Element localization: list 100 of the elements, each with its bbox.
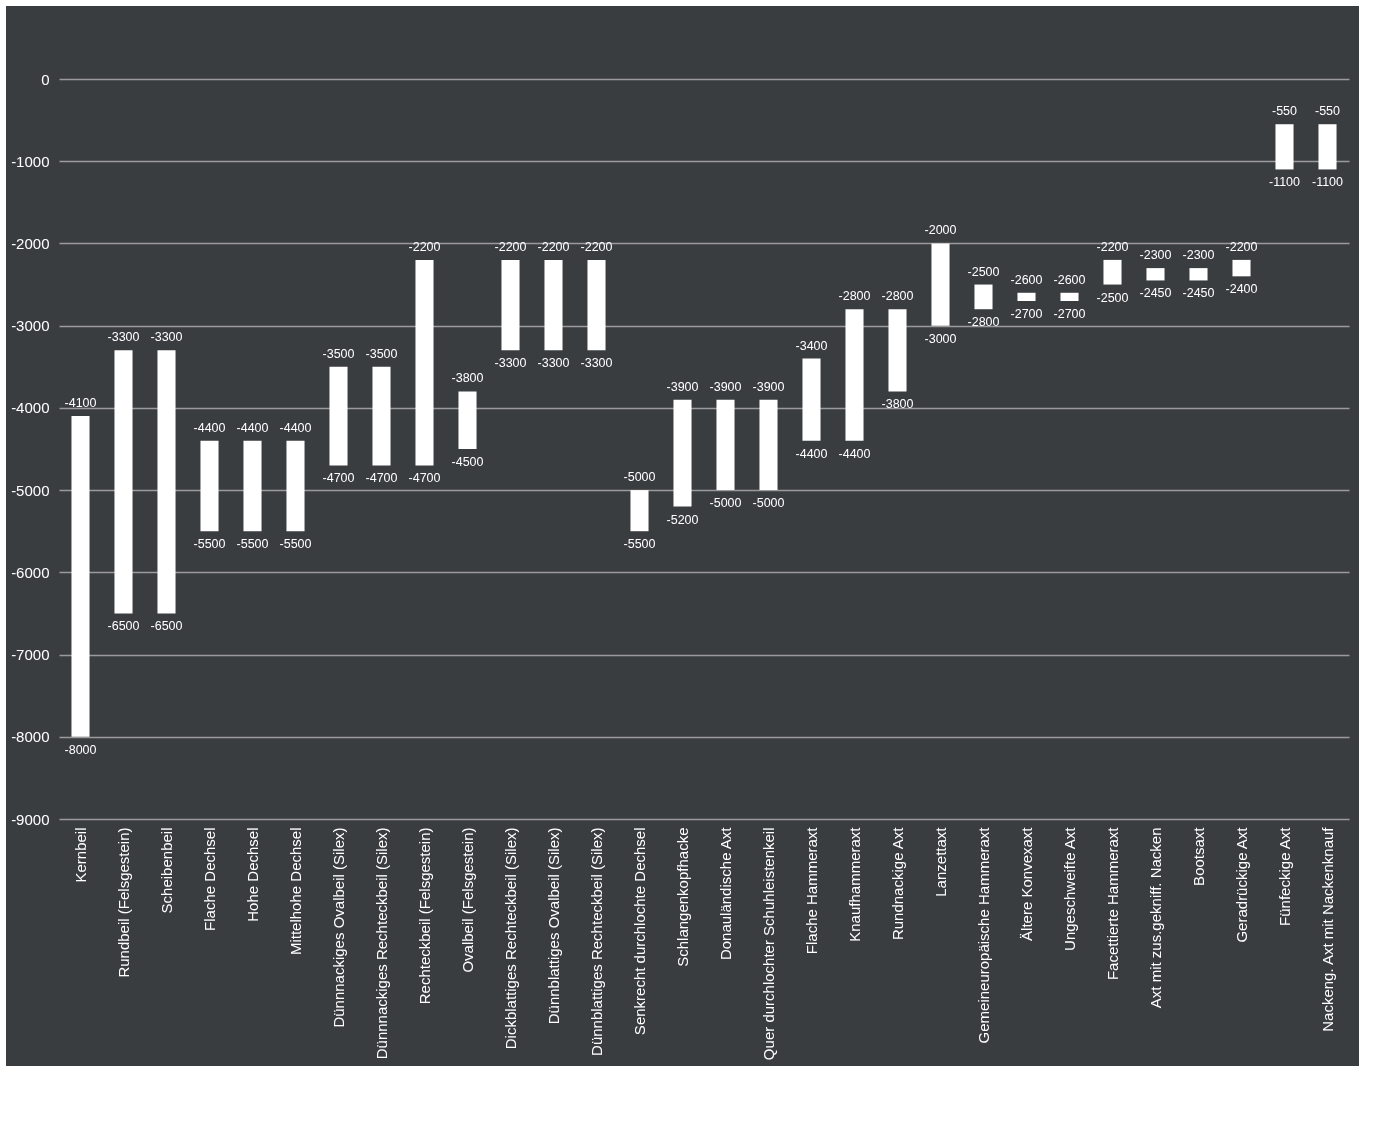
annotation: -3300 bbox=[537, 356, 570, 371]
annotation: -3500 bbox=[365, 346, 398, 361]
annotation: -2200 bbox=[1096, 239, 1129, 254]
y-tick-label: -1000 bbox=[11, 152, 50, 170]
x-tick-label: Facettierte Hammeraxt bbox=[1103, 826, 1121, 981]
annotation: -2500 bbox=[1096, 290, 1129, 305]
bar bbox=[587, 259, 606, 351]
x-tick-label: Lanzettaxt bbox=[931, 826, 949, 897]
annotation: -6500 bbox=[150, 619, 183, 634]
annotation: -3400 bbox=[795, 338, 828, 353]
bar bbox=[1189, 268, 1208, 281]
annotation: -3900 bbox=[709, 379, 742, 394]
annotation: -2200 bbox=[494, 239, 527, 254]
x-tick-label: Dünnblattiges Ovalbeil (Silex) bbox=[544, 827, 562, 1025]
annotation: -2800 bbox=[838, 289, 871, 304]
x-tick-label: Bootsaxt bbox=[1189, 826, 1207, 886]
annotation: -5000 bbox=[709, 496, 742, 511]
y-tick-label: -3000 bbox=[11, 317, 50, 335]
x-tick-label: Donauländische Axt bbox=[716, 826, 734, 961]
annotation: -4700 bbox=[322, 471, 355, 486]
bar bbox=[1275, 124, 1294, 170]
x-tick-label: Kernbeil bbox=[71, 827, 89, 883]
bar bbox=[974, 284, 993, 310]
annotation: -5200 bbox=[666, 512, 699, 527]
bar bbox=[1146, 268, 1165, 281]
x-tick-label: Dünnnackiges Ovalbeil (Silex) bbox=[329, 827, 347, 1028]
annotation: -2200 bbox=[537, 239, 570, 254]
annotation: -4400 bbox=[838, 446, 871, 461]
bar bbox=[71, 416, 90, 737]
x-tick-label: Gemeineuropäische Hammeraxt bbox=[974, 826, 992, 1044]
x-tick-label: Axt mit zus.gekniff. Nacken bbox=[1146, 827, 1164, 1009]
annotation: -550 bbox=[1271, 104, 1298, 119]
x-tick-label: Rundbeil (Felsgestein) bbox=[114, 827, 132, 978]
annotation: -5500 bbox=[279, 537, 312, 552]
annotation: -1100 bbox=[1311, 175, 1344, 190]
bar bbox=[716, 399, 735, 491]
annotation: -2800 bbox=[967, 315, 1000, 330]
annotation: -5000 bbox=[623, 470, 656, 485]
annotation: -2300 bbox=[1182, 248, 1215, 263]
bar bbox=[372, 366, 391, 466]
x-tick-label: Scheibenbeil bbox=[157, 827, 175, 914]
annotation: -2600 bbox=[1010, 272, 1043, 287]
annotation: -4500 bbox=[451, 455, 484, 469]
annotation: -8000 bbox=[64, 742, 97, 757]
annotation: -4400 bbox=[193, 420, 226, 435]
bar bbox=[1103, 259, 1122, 285]
bar bbox=[1017, 292, 1036, 301]
x-tick-label: Ovalbeil (Felsgestein) bbox=[458, 827, 476, 973]
x-tick-label: Hohe Dechsel bbox=[243, 827, 261, 922]
annotation: -5500 bbox=[623, 537, 656, 552]
annotation: -2200 bbox=[580, 239, 613, 254]
x-tick-label: Schlangenkopfhacke bbox=[673, 827, 691, 967]
annotation: -5500 bbox=[193, 537, 226, 552]
annotation: -3300 bbox=[580, 356, 613, 371]
annotation: -550 bbox=[1314, 104, 1341, 119]
y-tick-label: -6000 bbox=[11, 563, 50, 581]
y-tick-label: -5000 bbox=[11, 481, 50, 499]
annotation: -2450 bbox=[1139, 286, 1172, 301]
x-tick-label: Rechteckbeil (Felsgestein) bbox=[415, 827, 433, 1005]
x-tick-label: Mittelhohe Dechsel bbox=[286, 827, 304, 956]
bar bbox=[888, 309, 907, 392]
bar bbox=[673, 399, 692, 507]
bar bbox=[501, 259, 520, 351]
annotation: -3300 bbox=[150, 330, 183, 345]
annotation: -3300 bbox=[494, 356, 527, 371]
x-tick-label: Ungeschweifte Axt bbox=[1060, 826, 1078, 951]
x-tick-label: Knaufhammeraxt bbox=[845, 826, 863, 942]
annotation: -4100 bbox=[64, 396, 97, 411]
x-tick-label: Flache Dechsel bbox=[200, 827, 218, 931]
annotation: -4400 bbox=[795, 446, 828, 461]
x-tick-label: Senkrecht durchlochte Dechsel bbox=[630, 827, 648, 1036]
annotation: -2500 bbox=[967, 264, 1000, 279]
x-tick-label: Ältere Konvexaxt bbox=[1017, 826, 1035, 941]
x-tick-label: Flache Hammeraxt bbox=[802, 826, 820, 955]
x-tick-label: Fünfeckige Axt bbox=[1275, 826, 1293, 926]
bar bbox=[415, 259, 434, 466]
annotation: -2400 bbox=[1225, 282, 1258, 297]
y-tick-label: -8000 bbox=[11, 728, 50, 746]
x-tick-label: Dünnblattiges Rechteckbeil (Silex) bbox=[587, 827, 605, 1056]
annotation: -2600 bbox=[1053, 272, 1086, 287]
bar bbox=[286, 440, 305, 532]
annotation: -6500 bbox=[107, 619, 140, 634]
annotation: -3800 bbox=[451, 371, 484, 386]
annotation: -2800 bbox=[881, 289, 914, 304]
bar bbox=[931, 243, 950, 326]
y-tick-label: -4000 bbox=[11, 399, 50, 417]
x-tick-label: Rundnackige Axt bbox=[888, 826, 906, 941]
annotation: -2450 bbox=[1182, 286, 1215, 301]
bar bbox=[243, 440, 262, 532]
bar bbox=[544, 259, 563, 351]
annotation: -2200 bbox=[1225, 239, 1258, 254]
bar bbox=[114, 350, 133, 614]
annotation: -2200 bbox=[408, 239, 441, 254]
annotation: -2000 bbox=[924, 223, 957, 238]
annotation: -2300 bbox=[1139, 248, 1172, 263]
y-tick-label: -9000 bbox=[11, 810, 50, 828]
x-tick-label: Dünnnackiges Rechteckbeil (Silex) bbox=[372, 827, 390, 1060]
x-tick-label: Quer durchlochter Schuhleistenkeil bbox=[759, 827, 777, 1061]
annotation: -4400 bbox=[279, 420, 312, 435]
annotation: -2700 bbox=[1053, 307, 1086, 321]
